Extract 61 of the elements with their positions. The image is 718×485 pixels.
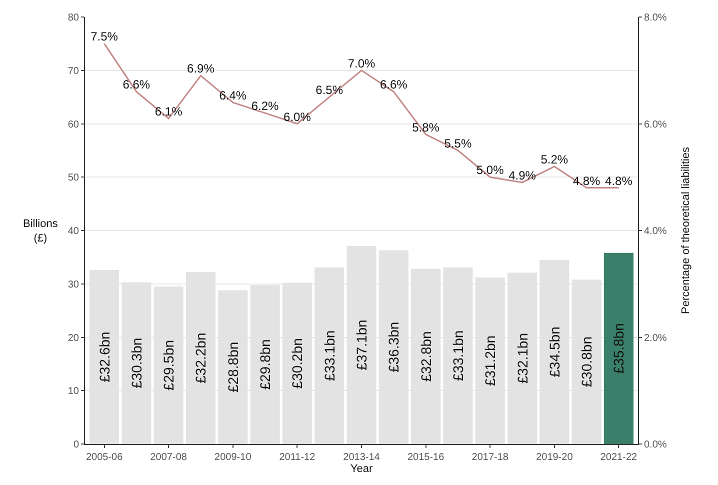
- data-label: £33.1bn: [450, 330, 466, 381]
- y-tick-label: 10: [68, 386, 80, 398]
- x-tick-label: 2009-10: [214, 452, 252, 463]
- data-label: 6.0%: [284, 110, 312, 124]
- x-tick-label: 2005-06: [86, 452, 124, 463]
- data-label: 6.1%: [154, 104, 183, 118]
- data-label: £35.8bn: [610, 323, 627, 374]
- data-label: 6.2%: [251, 99, 280, 114]
- data-label: 5.5%: [444, 136, 472, 150]
- bar: [604, 252, 634, 444]
- data-label: £33.1bn: [321, 330, 338, 381]
- data-label: 5.2%: [540, 152, 568, 166]
- data-label: £32.1bn: [514, 333, 530, 384]
- y-tick-label: 60: [68, 119, 80, 130]
- data-label: £36.3bn: [386, 322, 402, 372]
- y2-tick-label: 8.0%: [644, 12, 667, 24]
- data-label: £30.8bn: [578, 336, 595, 388]
- x-tick-label: 2017-18: [472, 452, 509, 463]
- data-label: 6.6%: [380, 78, 408, 92]
- y-tick-label: 70: [68, 66, 80, 77]
- data-label: £28.8bn: [224, 342, 241, 392]
- y-tick-label: 40: [68, 226, 80, 237]
- y-tick-label: 80: [68, 12, 80, 24]
- data-label: 6.6%: [122, 78, 150, 92]
- data-label: £37.1bn: [354, 320, 370, 370]
- y2-axis-title: Percentage of theoretical liabilities: [680, 146, 692, 314]
- x-tick-label: 2021-22: [600, 452, 638, 463]
- data-label: £32.6bn: [96, 332, 112, 382]
- data-label: £32.2bn: [192, 332, 209, 384]
- data-label: 5.0%: [476, 163, 504, 178]
- x-tick-label: 2019-20: [536, 452, 574, 463]
- data-label: 4.8%: [572, 174, 601, 188]
- y-tick-label: 20: [68, 332, 80, 344]
- y2-tick-label: 2.0%: [644, 332, 667, 344]
- y-tick-label: 0: [73, 440, 80, 450]
- data-label: £30.3bn: [128, 338, 144, 388]
- x-tick-label: 2007-08: [150, 452, 188, 463]
- x-tick-label: 2011-12: [279, 452, 316, 463]
- y-tick-label: 30: [68, 279, 80, 290]
- y2-tick-label: 4.0%: [644, 226, 667, 237]
- y2-tick-label: 0.0%: [644, 440, 667, 450]
- data-label: 6.4%: [219, 88, 247, 102]
- data-label: £31.2bn: [482, 335, 498, 386]
- data-label: £30.2bn: [289, 338, 306, 389]
- data-label: 7.5%: [90, 30, 118, 44]
- y-tick-label: 50: [68, 172, 80, 184]
- x-tick-label: 2013-14: [343, 452, 380, 463]
- data-label: 6.5%: [316, 83, 344, 98]
- data-label: £34.5bn: [546, 326, 562, 378]
- x-axis-title: Year: [350, 463, 373, 476]
- y-axis-title: Billions (£): [23, 218, 58, 244]
- data-label: 4.8%: [605, 174, 633, 188]
- data-label: 4.9%: [508, 168, 536, 182]
- x-tick-label: 2015-16: [407, 452, 445, 463]
- data-label: £29.8bn: [257, 339, 274, 390]
- data-label: 6.9%: [187, 62, 215, 76]
- data-label: £32.8bn: [418, 331, 434, 382]
- data-label: 5.8%: [412, 120, 440, 134]
- data-label: 7.0%: [348, 56, 376, 70]
- y2-tick-label: 6.0%: [644, 119, 667, 130]
- data-label: £29.5bn: [160, 340, 177, 391]
